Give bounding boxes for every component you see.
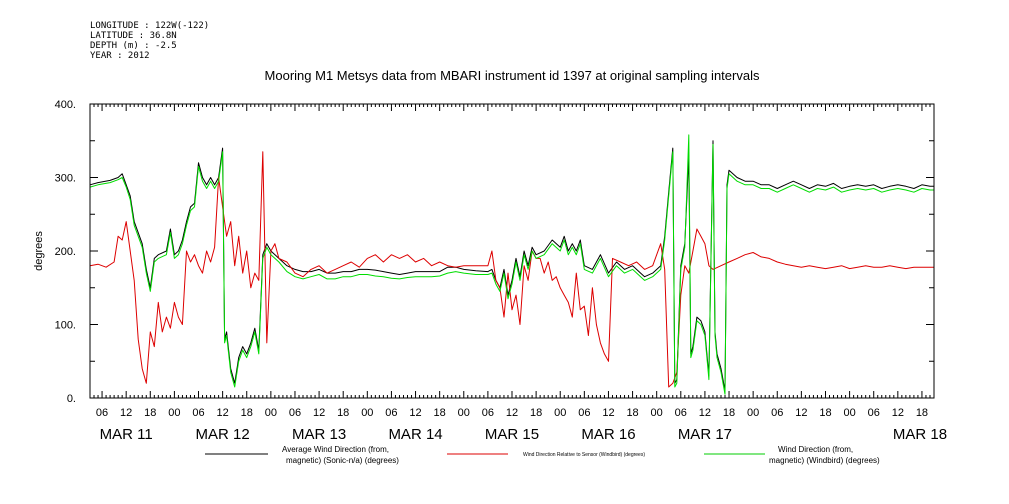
x-tick-label: 18 [241, 407, 253, 419]
day-labels: MAR 11 MAR 12 MAR 13 MAR 14 MAR 15 MAR 16 MAR … [100, 426, 947, 443]
x-tick-label: 00 [554, 407, 566, 419]
day-label: MAR 14 [388, 426, 442, 443]
y-tick-label: 200. [55, 246, 76, 258]
y-tick-labels: 0. 100. 200. 300. 400. [55, 99, 76, 405]
x-tick-label: 18 [337, 407, 349, 419]
legend-label-wind-direction-relative: Wind Direction Relative to Sensor (Windb… [523, 452, 645, 458]
x-tick-label: 06 [868, 407, 880, 419]
x-tick-label: 06 [385, 407, 397, 419]
axis-ticks [89, 103, 935, 399]
x-tick-label: 06 [771, 407, 783, 419]
day-label: MAR 11 [100, 426, 153, 443]
legend-label-wind-direction-windbird-line1: Wind Direction (from, [778, 445, 853, 454]
x-tick-label: 12 [699, 407, 711, 419]
x-tick-label: 06 [578, 407, 590, 419]
x-tick-label: 12 [795, 407, 807, 419]
x-tick-label: 06 [96, 407, 108, 419]
x-tick-label: 12 [409, 407, 421, 419]
x-tick-label: 06 [482, 407, 494, 419]
x-tick-label: 00 [651, 407, 663, 419]
series-average-wind-direction [89, 140, 934, 392]
x-tick-label: 00 [843, 407, 855, 419]
x-tick-label: 12 [313, 407, 325, 419]
x-tick-label: 18 [916, 407, 928, 419]
x-tick-label: 06 [192, 407, 204, 419]
latitude-text: LATITUDE : 36.8N [90, 31, 177, 41]
x-tick-label: 12 [506, 407, 518, 419]
x-tick-label: 18 [819, 407, 831, 419]
x-tick-label: 12 [892, 407, 904, 419]
metadata-block: LONGITUDE : 122W(-122) LATITUDE : 36.8N … [90, 21, 209, 61]
series-lines [89, 134, 934, 395]
day-label: MAR 16 [581, 426, 635, 443]
legend-label-average-wind-direction-line2: magnetic) (Sonic-n/a) (degrees) [286, 456, 399, 465]
x-tick-label: 00 [747, 407, 759, 419]
y-axis-label: degrees [33, 231, 45, 271]
x-tick-label: 12 [217, 407, 229, 419]
day-label: MAR 15 [485, 426, 539, 443]
series-wind-direction-windbird [89, 134, 934, 395]
year-text: YEAR : 2012 [90, 51, 150, 61]
x-tick-label: 06 [675, 407, 687, 419]
x-tick-label: 18 [530, 407, 542, 419]
x-tick-label: 18 [723, 407, 735, 419]
x-tick-label: 18 [434, 407, 446, 419]
legend-label-average-wind-direction-line1: Average Wind Direction (from, [282, 445, 389, 454]
series-wind-direction-relative [89, 151, 934, 388]
x-tick-label: 12 [602, 407, 614, 419]
x-tick-label: 00 [458, 407, 470, 419]
day-label: MAR 17 [678, 426, 732, 443]
longitude-text: LONGITUDE : 122W(-122) [90, 21, 209, 31]
y-tick-label: 400. [55, 99, 76, 111]
x-tick-label: 00 [168, 407, 180, 419]
y-tick-label: 300. [55, 173, 76, 185]
legend: Average Wind Direction (from, magnetic) … [205, 445, 880, 465]
depth-text: DEPTH (m) : -2.5 [90, 41, 177, 51]
legend-label-wind-direction-windbird-line2: magnetic) (Windbird) (degrees) [769, 456, 880, 465]
plot-frame [89, 103, 935, 399]
y-tick-label: 100. [55, 320, 76, 332]
day-label: MAR 18 [893, 426, 947, 443]
day-label: MAR 12 [196, 426, 250, 443]
day-label: MAR 13 [292, 426, 346, 443]
x-tick-label: 00 [361, 407, 373, 419]
x-tick-label: 12 [120, 407, 132, 419]
y-tick-label: 0. [67, 393, 76, 405]
x-tick-label: 00 [265, 407, 277, 419]
chart-title: Mooring M1 Metsys data from MBARI instru… [265, 68, 760, 83]
x-tick-label: 18 [626, 407, 638, 419]
x-tick-label: 06 [289, 407, 301, 419]
x-tick-label: 18 [144, 407, 156, 419]
x-tick-labels: 06 12 18 00 06 12 18 00 06 12 18 00 06 12 18 00 06 12 18 00… [96, 407, 928, 419]
